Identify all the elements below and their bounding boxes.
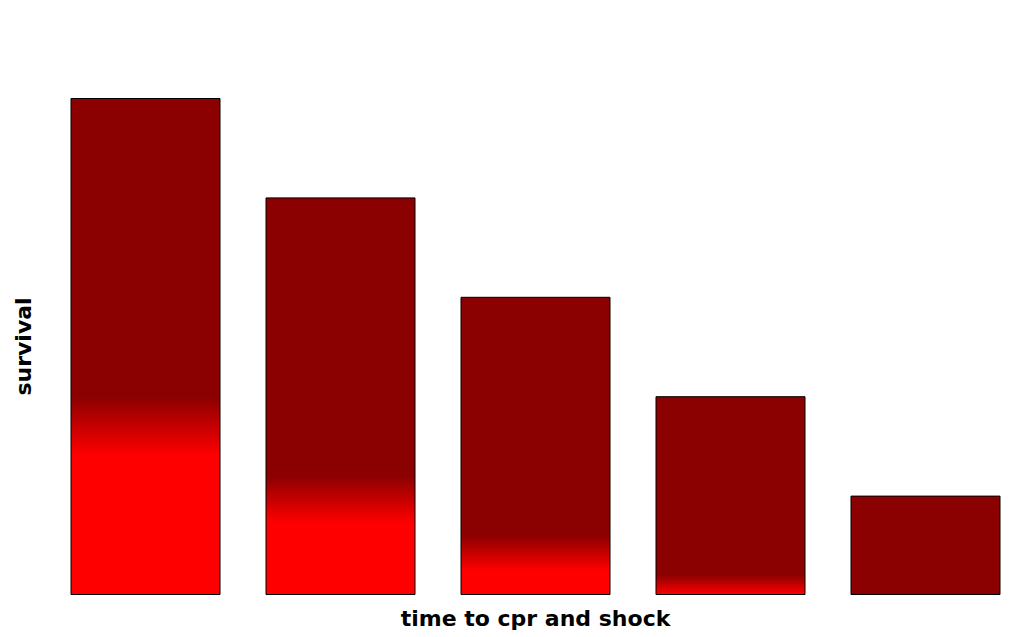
svg-text:time to cpr and shock: time to cpr and shock (401, 606, 672, 631)
svg-text:survival: survival (11, 297, 36, 395)
